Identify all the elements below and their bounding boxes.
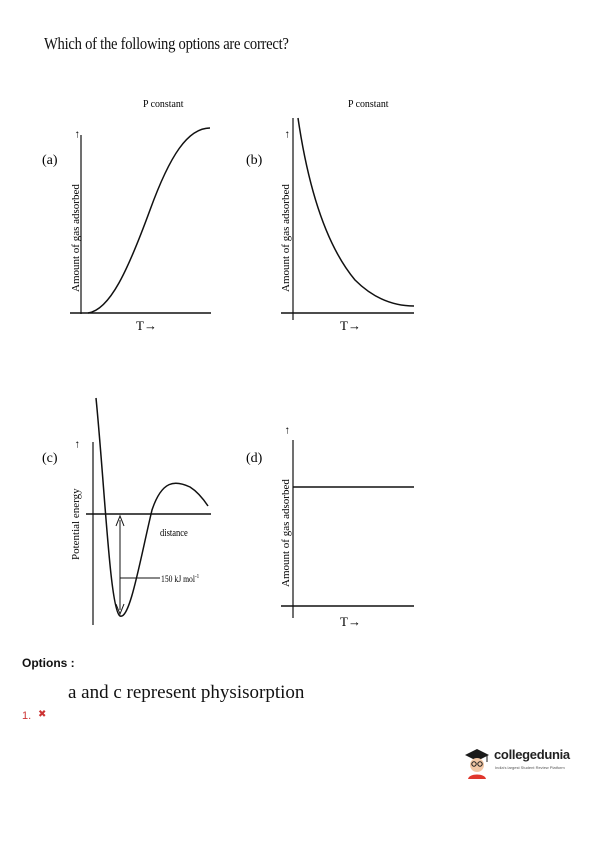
figure-a-xlabel: T→ bbox=[136, 318, 157, 333]
figure-c-arrow-down-icon bbox=[115, 603, 125, 616]
figures-diagram: (a) P constant Amount of gas adsorbed → … bbox=[42, 99, 415, 629]
figure-c-label: (c) bbox=[42, 451, 58, 466]
figure-c-energy-value: 150 kJ mol bbox=[161, 574, 196, 584]
figure-c: (c) distance 150 kJ mol-1 Potential ener… bbox=[42, 397, 211, 625]
figure-c-potential-curve bbox=[95, 397, 209, 617]
figure-b: (b) P constant Amount of gas adsorbed → … bbox=[246, 99, 415, 333]
logo-graduate-icon bbox=[465, 749, 489, 779]
figure-a: (a) P constant Amount of gas adsorbed → … bbox=[42, 99, 211, 333]
figure-a-curve bbox=[87, 127, 211, 314]
figure-c-y-arrow-icon: → bbox=[70, 439, 82, 450]
figure-b-curve bbox=[297, 117, 415, 307]
figure-c-energy-label: 150 kJ mol-1 bbox=[161, 574, 199, 584]
figure-b-xlabel: T→ bbox=[340, 318, 361, 333]
collegedunia-logo: collegedunia India's largest Student Rev… bbox=[462, 745, 582, 781]
figure-c-ylabel: Potential energy bbox=[70, 488, 82, 560]
question-text: Which of the following options are corre… bbox=[44, 34, 289, 53]
figure-a-condition: P constant bbox=[143, 99, 184, 111]
option-1-number: 1. bbox=[22, 710, 32, 722]
figure-a-ylabel: Amount of gas adsorbed bbox=[70, 184, 82, 292]
figure-d: (d) Amount of gas adsorbed → T→ bbox=[246, 425, 414, 629]
figure-b-condition: P constant bbox=[348, 99, 389, 111]
figure-a-label: (a) bbox=[42, 153, 58, 168]
figure-d-ylabel: Amount of gas adsorbed bbox=[280, 479, 292, 587]
figure-b-y-arrow-icon: → bbox=[280, 129, 292, 140]
options-heading: Options : bbox=[22, 656, 75, 670]
figure-b-label: (b) bbox=[246, 153, 263, 168]
figure-d-xlabel: T→ bbox=[340, 614, 361, 629]
cross-icon: ✖ bbox=[38, 709, 47, 720]
figure-c-distance-label: distance bbox=[160, 528, 188, 539]
figure-b-ylabel: Amount of gas adsorbed bbox=[280, 184, 292, 292]
logo-name: collegedunia bbox=[494, 747, 570, 762]
option-1-text[interactable]: a and c represent physisorption bbox=[68, 682, 305, 703]
logo-tagline: India's largest Student Review Platform bbox=[495, 765, 565, 770]
figure-a-y-arrow-icon: → bbox=[70, 129, 82, 140]
figure-c-energy-exponent: -1 bbox=[195, 574, 199, 580]
figure-d-label: (d) bbox=[246, 451, 263, 466]
figure-c-arrow-up-icon bbox=[115, 514, 125, 527]
figure-d-y-arrow-icon: → bbox=[280, 425, 292, 436]
